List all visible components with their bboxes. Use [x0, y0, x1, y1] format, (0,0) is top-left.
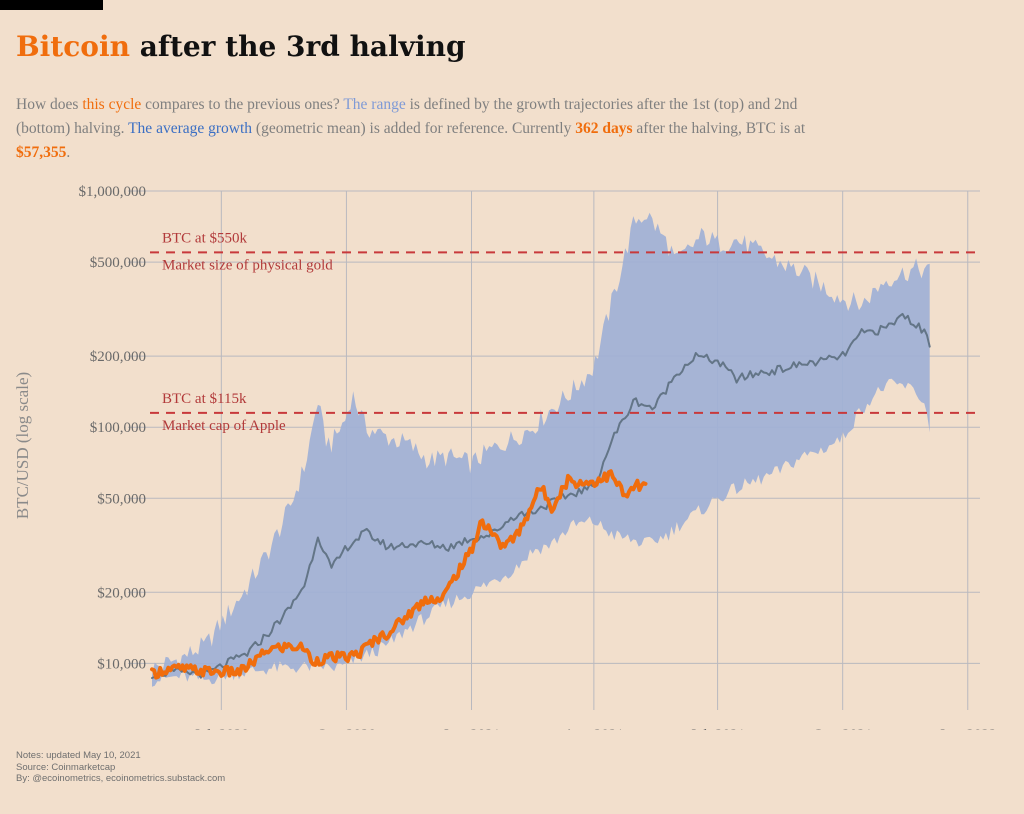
chart-title-rest: after the 3rd halving [129, 30, 466, 63]
notes-updated: Notes: updated May 10, 2021 [16, 750, 141, 761]
x-tick-label: Jan. 2021 [443, 727, 501, 730]
chart-notes: Notes: updated May 10, 2021 Source: Coin… [16, 750, 225, 785]
chart-svg: $10,000 $20,000 $50,000 $100,000 $200,000 $50… [13, 184, 997, 730]
y-tick-label: $500,000 [90, 255, 146, 271]
x-tick-label: Oct. 2020 [317, 727, 376, 730]
subtitle-this-cycle: this cycle [82, 96, 142, 113]
y-tick-label: $100,000 [90, 420, 146, 436]
subtitle-days: 362 days [575, 120, 633, 137]
chart-title-accent: Bitcoin [16, 30, 130, 63]
x-tick-label: Jan. 2022 [939, 727, 997, 730]
subtitle-average-growth: The average growth [128, 120, 253, 137]
subtitle-text-3: is defined by the growth trajectories af… [16, 96, 798, 137]
subtitle-text-6: . [66, 144, 71, 161]
subtitle-text-4: (geometric mean) is added for reference.… [252, 120, 576, 137]
y-tick-label: $10,000 [97, 656, 146, 672]
x-tick-label: Apr. 2021 [564, 727, 624, 730]
reference-sublabel: Market size of physical gold [162, 257, 333, 273]
x-tick-label: Jul. 2020 [194, 727, 249, 730]
y-tick-label: $200,000 [90, 349, 146, 365]
subtitle-price: $57,355 [16, 144, 67, 161]
y-tick-label: $20,000 [97, 585, 146, 601]
x-tick-label: Oct. 2021 [813, 727, 872, 730]
x-tick-label: Jul. 2021 [690, 727, 745, 730]
chart-subtitle: How does this cycle compares to the prev… [16, 93, 816, 165]
reference-sublabel: Market cap of Apple [162, 418, 286, 434]
average-growth-line [151, 312, 931, 679]
y-tick-label: $1,000,000 [79, 184, 147, 200]
subtitle-text-2: compares to the previous ones? [141, 96, 344, 113]
reference-label: BTC at $115k [162, 391, 247, 407]
range-band [152, 212, 930, 687]
subtitle-the-range: The range [343, 96, 406, 113]
subtitle-text-1: How does [16, 96, 83, 113]
y-axis-label: BTC/USD (log scale) [13, 372, 32, 519]
y-tick-label: $50,000 [97, 491, 146, 507]
notes-byline: By: @ecoinometrics, ecoinometrics.substa… [16, 773, 226, 784]
top-bar [0, 0, 103, 10]
current-cycle-line [150, 469, 648, 680]
subtitle-text-5: after the halving, BTC is at [632, 120, 806, 137]
chart-title: Bitcoin after the 3rd halving [16, 30, 466, 64]
reference-label: BTC at $550k [162, 230, 247, 246]
notes-source: Source: Coinmarketcap [16, 761, 116, 773]
